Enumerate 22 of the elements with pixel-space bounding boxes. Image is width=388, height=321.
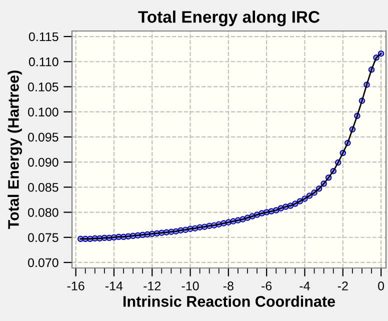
y-tick-label: 0.115 <box>28 32 58 42</box>
y-tick-label: 0.085 <box>28 182 58 192</box>
y-tick-label: 0.105 <box>28 82 58 92</box>
x-tick-label: -16 <box>67 282 84 290</box>
x-tick-label: -10 <box>182 282 199 290</box>
x-tick-label: -2 <box>338 282 348 290</box>
x-axis-title: Intrinsic Reaction Coordinate <box>123 296 336 307</box>
x-tick-label: -8 <box>223 282 234 290</box>
y-tick-label: 0.070 <box>28 258 58 268</box>
x-tick-label: -4 <box>300 282 310 290</box>
x-tick-label: -14 <box>105 282 123 290</box>
y-axis-title: Total Energy (Hartree) <box>8 70 22 229</box>
y-tick-label: 0.090 <box>28 158 58 167</box>
y-tick-label: 0.110 <box>28 57 58 66</box>
x-tick-label: 0 <box>378 282 384 290</box>
x-tick-label: -6 <box>262 282 272 290</box>
chart-title: Total Energy along IRC <box>138 10 320 26</box>
y-tick-label: 0.080 <box>28 208 58 217</box>
y-tick-label: 0.075 <box>28 233 58 242</box>
y-tick-label: 0.095 <box>28 132 58 142</box>
y-tick-label: 0.100 <box>28 108 58 116</box>
x-tick-label: -12 <box>144 282 161 290</box>
